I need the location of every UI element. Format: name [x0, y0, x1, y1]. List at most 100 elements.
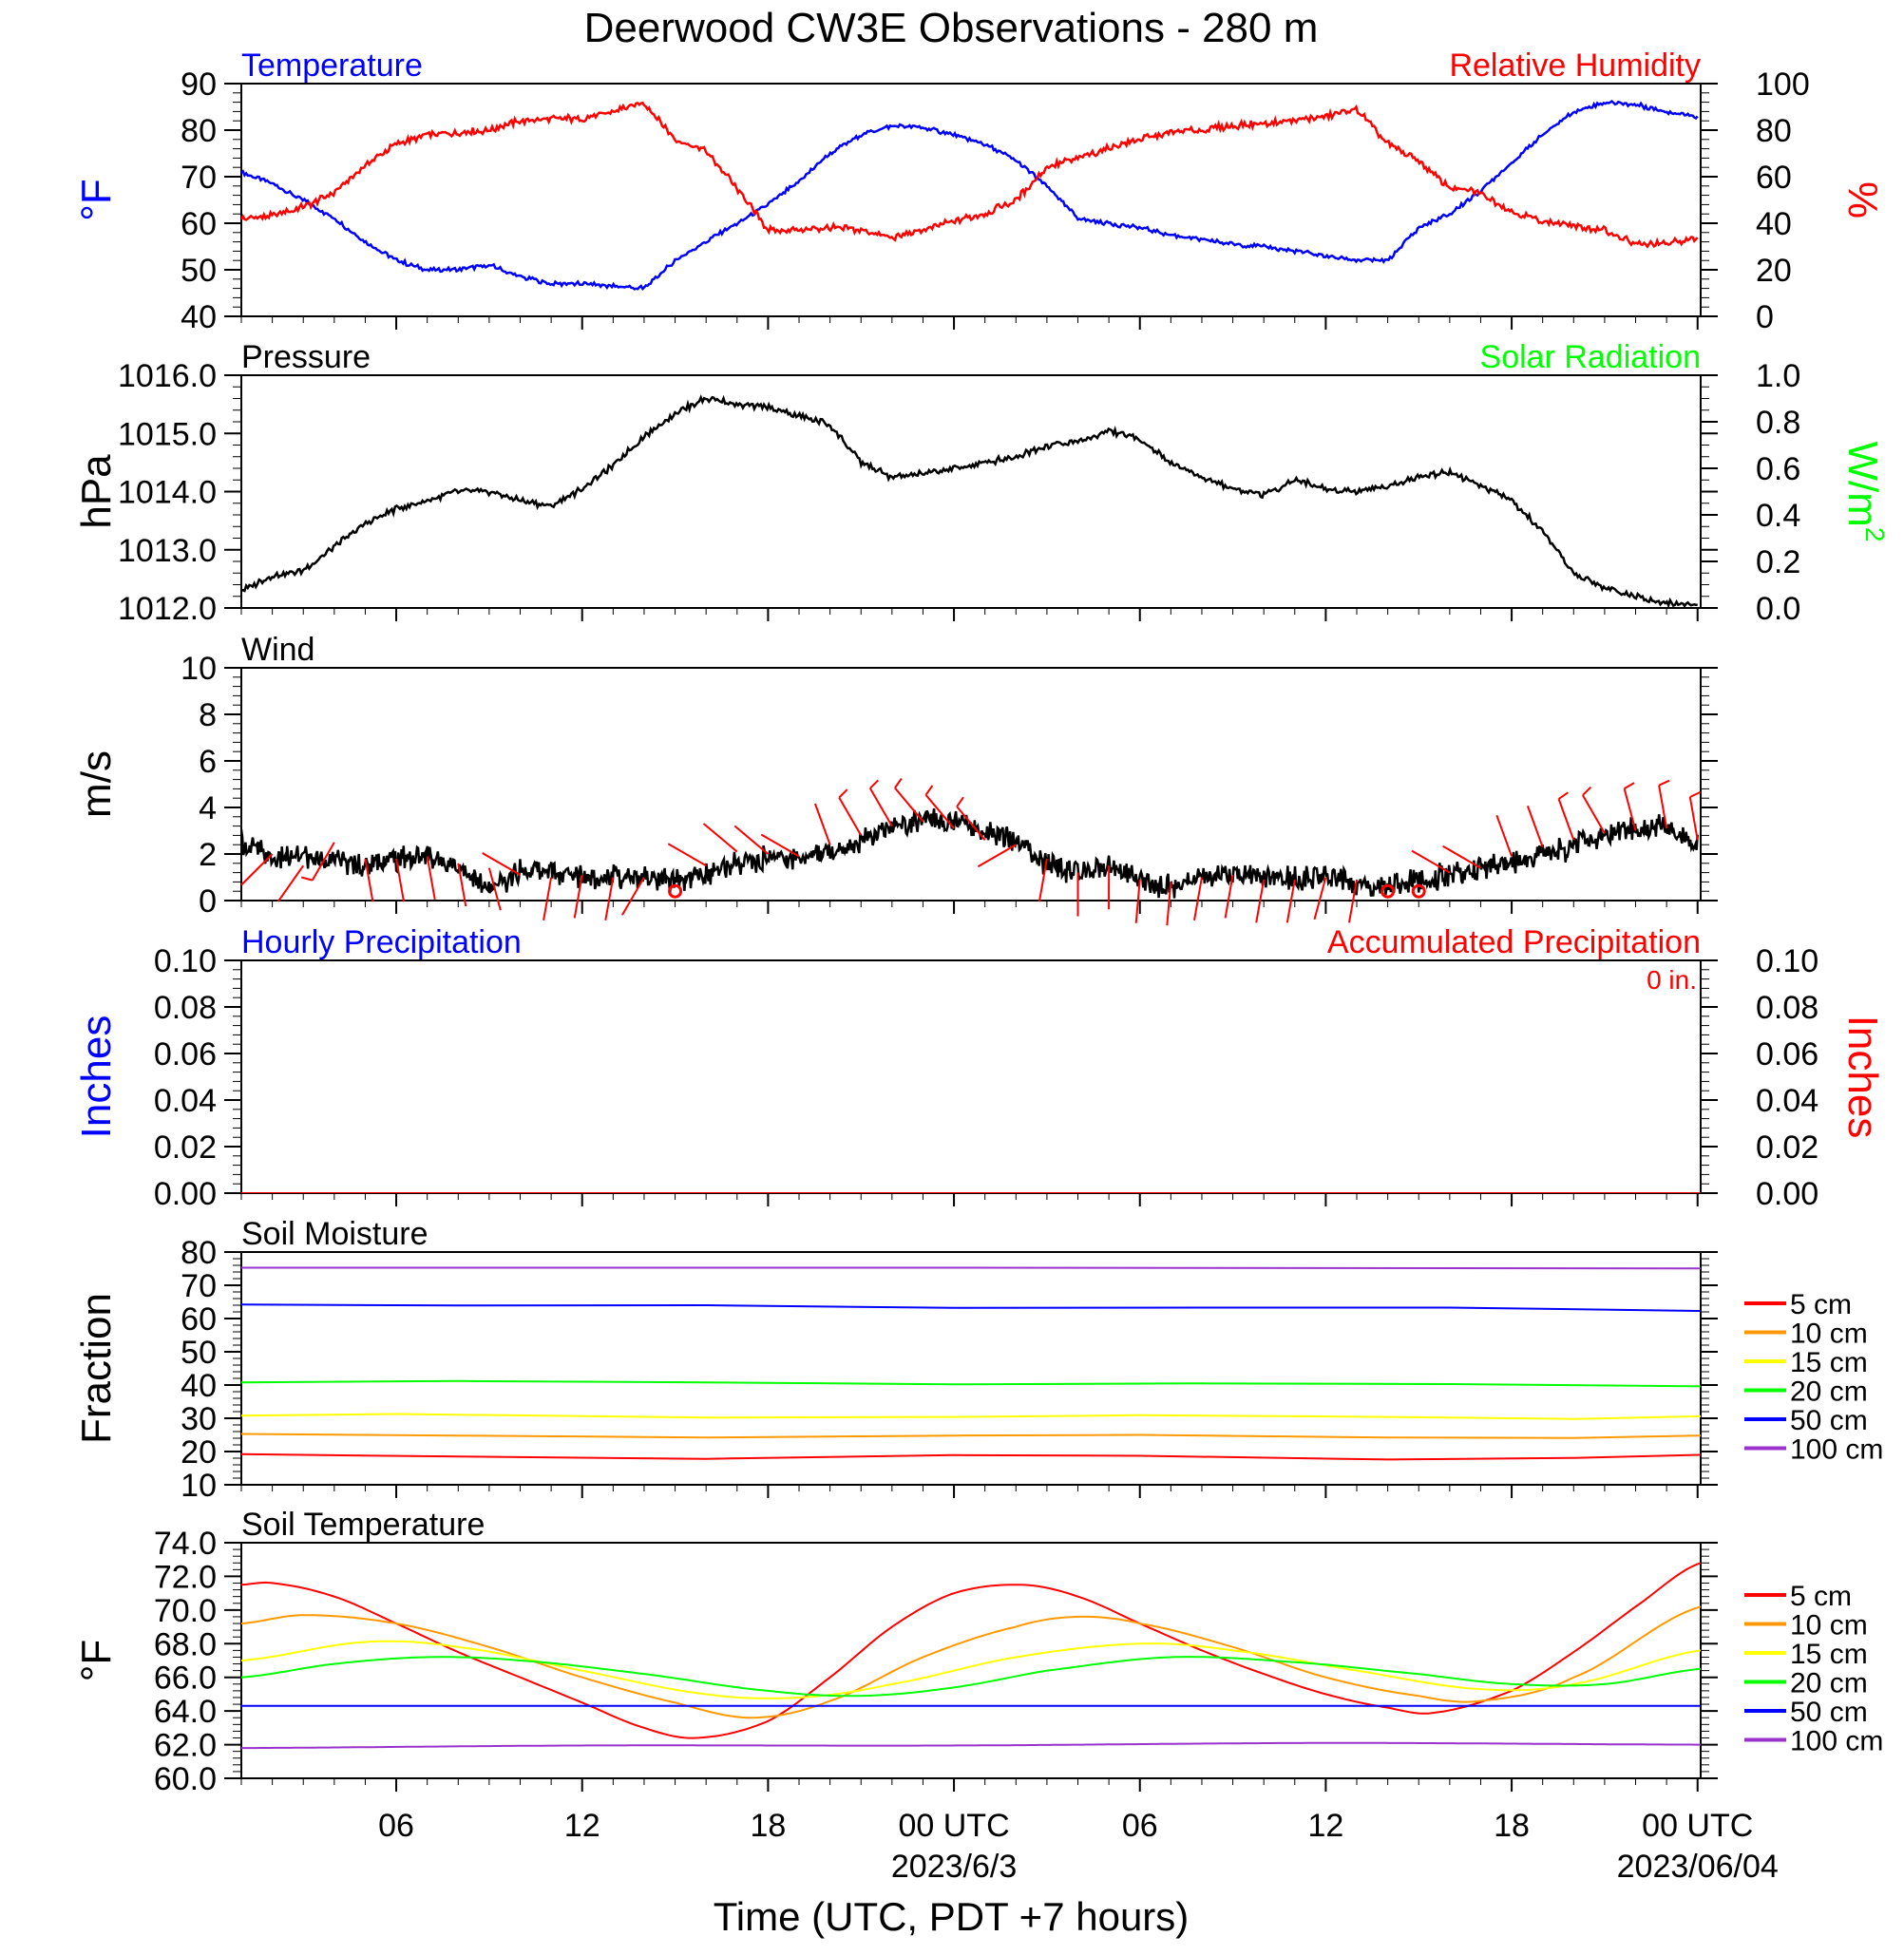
- series-line-100-cm: [241, 1743, 1701, 1748]
- legend-label: 100 cm: [1790, 1434, 1883, 1466]
- y-tick-label-right: 0.4: [1756, 498, 1800, 534]
- wind-barb: [668, 844, 706, 865]
- y-tick-label-left: 60.0: [154, 1761, 217, 1797]
- y-tick-label-left: 10: [181, 651, 217, 687]
- series-line-15-cm: [241, 1642, 1701, 1699]
- wind-barb: [978, 845, 1016, 866]
- legend-label: 5 cm: [1790, 1581, 1852, 1612]
- y-tick-label-left: 62.0: [154, 1728, 217, 1764]
- wind-barb-flag: [301, 878, 313, 881]
- x-tick-label: 06: [1122, 1808, 1158, 1844]
- wind-barb: [1412, 851, 1450, 873]
- panel-title-right: Solar Radiation: [1480, 339, 1701, 375]
- y-tick-label-right: 80: [1756, 113, 1792, 149]
- series-line-10-cm: [241, 1434, 1701, 1438]
- y-tick-label-left: 50: [181, 253, 217, 289]
- y-tick-label-left: 66.0: [154, 1661, 217, 1697]
- series-line-10-cm: [241, 1606, 1701, 1718]
- y-tick-label-left: 0.00: [154, 1176, 217, 1212]
- wind-barb-flag: [1559, 792, 1569, 799]
- y-tick-label-left: 10: [181, 1468, 217, 1504]
- wind-barb: [1583, 795, 1605, 833]
- wind-barb: [870, 788, 892, 826]
- y-axis-label-left: Fraction: [73, 1293, 120, 1444]
- panel-title-left: Soil Temperature: [241, 1507, 485, 1543]
- panel-title-left: Soil Moisture: [241, 1216, 428, 1252]
- legend-label: 5 cm: [1790, 1289, 1852, 1320]
- wind-barb: [241, 854, 273, 885]
- y-axis-label-left: m/s: [73, 750, 120, 818]
- panel-title-right: Relative Humidity: [1449, 47, 1701, 84]
- legend-label: 100 cm: [1790, 1726, 1883, 1757]
- legend-label: 50 cm: [1790, 1405, 1868, 1436]
- y-tick-label-left: 1014.0: [118, 475, 217, 511]
- wind-barb: [734, 826, 768, 854]
- series-line-relative-humidity: [241, 103, 1698, 246]
- panel-frame: [241, 84, 1701, 316]
- y-tick-label-left: 1013.0: [118, 533, 217, 569]
- y-tick-label-left: 0.10: [154, 943, 217, 979]
- y-tick-label-right: 0.04: [1756, 1083, 1818, 1119]
- y-tick-label-left: 80: [181, 1235, 217, 1271]
- y-tick-label-right: 0.0: [1756, 591, 1800, 627]
- x-tick-date: 2023/06/04: [1617, 1849, 1779, 1885]
- series-line-15-cm: [241, 1414, 1701, 1419]
- y-tick-label-left: 90: [181, 66, 217, 103]
- wind-barb-flag: [1690, 792, 1701, 797]
- accumulated-total: 0 in.: [1647, 965, 1697, 995]
- wind-barb-flag: [839, 789, 847, 798]
- y-tick-label-right: 100: [1756, 66, 1810, 103]
- y-tick-label-right: 0.2: [1756, 544, 1800, 580]
- y-tick-label-right: 0: [1756, 299, 1774, 335]
- series-line-50-cm: [241, 1304, 1701, 1311]
- y-axis-label-right: %: [1839, 181, 1886, 218]
- panel-precipitation: 0.000.020.040.060.080.100.000.020.040.06…: [73, 924, 1886, 1212]
- wind-barb: [1496, 815, 1512, 856]
- y-tick-label-left: 20: [181, 1434, 217, 1471]
- wind-barb: [895, 788, 923, 822]
- y-tick-label-left: 8: [199, 697, 217, 733]
- y-tick-label-left: 30: [181, 1401, 217, 1437]
- y-axis-label-left: Inches: [73, 1015, 120, 1139]
- series-line-5-cm: [241, 1563, 1701, 1737]
- figure-title: Deerwood CW3E Observations - 280 m: [584, 5, 1319, 51]
- y-tick-label-right: 60: [1756, 160, 1792, 196]
- y-axis-label-right-sup: 2: [1860, 527, 1890, 542]
- panel-frame: [241, 1252, 1701, 1485]
- y-tick-label-right: 40: [1756, 206, 1792, 242]
- legend-label: 10 cm: [1790, 1319, 1868, 1350]
- panel-title-right: Accumulated Precipitation: [1327, 924, 1701, 960]
- x-tick-date: 2023/6/3: [891, 1849, 1017, 1885]
- y-tick-label-left: 70: [181, 1268, 217, 1304]
- y-tick-label-left: 70.0: [154, 1593, 217, 1629]
- y-tick-label-left: 40: [181, 299, 217, 335]
- panel-title-left: Pressure: [241, 339, 371, 375]
- wind-barb: [1443, 846, 1481, 868]
- wind-barb: [278, 865, 303, 902]
- wind-barb: [1528, 806, 1543, 846]
- y-axis-label-left: °F: [73, 179, 120, 220]
- y-tick-label-left: 40: [181, 1368, 217, 1404]
- x-tick-label: 12: [564, 1808, 600, 1844]
- wind-barb-flag: [1583, 788, 1591, 796]
- y-tick-label-left: 6: [199, 744, 217, 780]
- x-tick-label: 18: [750, 1808, 786, 1844]
- y-axis-label-left: hPa: [73, 454, 120, 529]
- x-tick-label: 06: [378, 1808, 414, 1844]
- x-tick-label: 00 UTC: [898, 1808, 1009, 1844]
- y-tick-label-left: 4: [199, 790, 217, 826]
- y-tick-label-left: 72.0: [154, 1559, 217, 1595]
- panel-pressure-solar: 1012.01013.01014.01015.01016.00.00.20.40…: [73, 339, 1890, 627]
- y-tick-label-right: 0.00: [1756, 1176, 1818, 1212]
- y-tick-label-right: 0.10: [1756, 943, 1818, 979]
- panel-title-left: Hourly Precipitation: [241, 924, 522, 960]
- legend-label: 50 cm: [1790, 1697, 1868, 1728]
- wind-barb-flag: [926, 786, 933, 795]
- y-tick-label-left: 70: [181, 160, 217, 196]
